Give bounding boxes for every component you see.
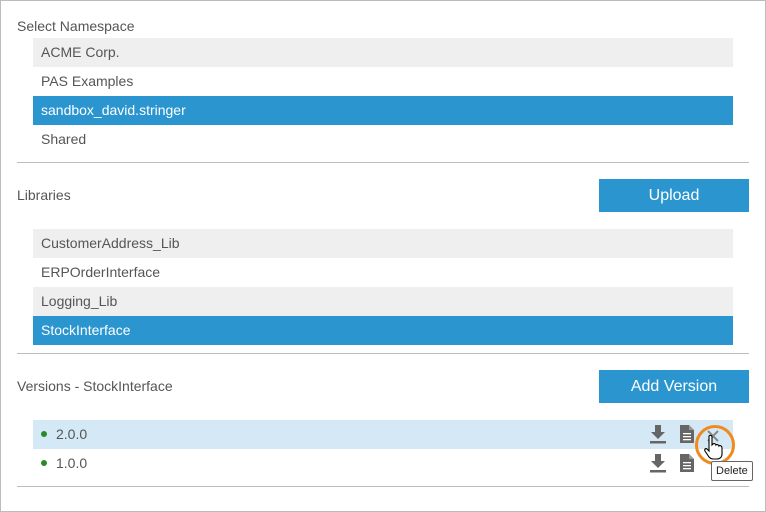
delete-tooltip: Delete [711, 461, 753, 481]
namespace-item[interactable]: ACME Corp. [33, 38, 733, 67]
divider [17, 486, 749, 487]
library-item[interactable]: ERPOrderInterface [41, 264, 161, 280]
version-label: 1.0.0 [56, 455, 88, 471]
divider [17, 162, 749, 163]
download-icon[interactable] [649, 424, 667, 444]
namespace-item-selected[interactable]: sandbox_david.stringer [33, 96, 733, 125]
add-version-button[interactable]: Add Version [599, 370, 749, 403]
library-item[interactable]: Logging_Lib [33, 287, 733, 316]
status-dot-icon [41, 460, 47, 467]
document-icon[interactable] [678, 424, 696, 444]
download-icon[interactable] [649, 453, 667, 473]
status-dot-icon [41, 431, 47, 438]
version-row[interactable]: 2.0.0 [33, 420, 733, 449]
hand-cursor-icon [704, 434, 723, 460]
document-icon[interactable] [678, 453, 696, 473]
libraries-heading: Libraries [17, 187, 71, 203]
versions-heading: Versions - StockInterface [17, 378, 173, 394]
divider [17, 353, 749, 354]
namespace-item[interactable]: PAS Examples [41, 73, 134, 89]
library-item-selected[interactable]: StockInterface [33, 316, 733, 345]
version-row[interactable]: 1.0.0 [33, 449, 733, 478]
upload-button[interactable]: Upload [599, 179, 749, 212]
namespace-heading: Select Namespace [17, 18, 135, 34]
version-label: 2.0.0 [56, 426, 88, 442]
namespace-item[interactable]: Shared [41, 131, 87, 147]
library-item[interactable]: CustomerAddress_Lib [33, 229, 733, 258]
